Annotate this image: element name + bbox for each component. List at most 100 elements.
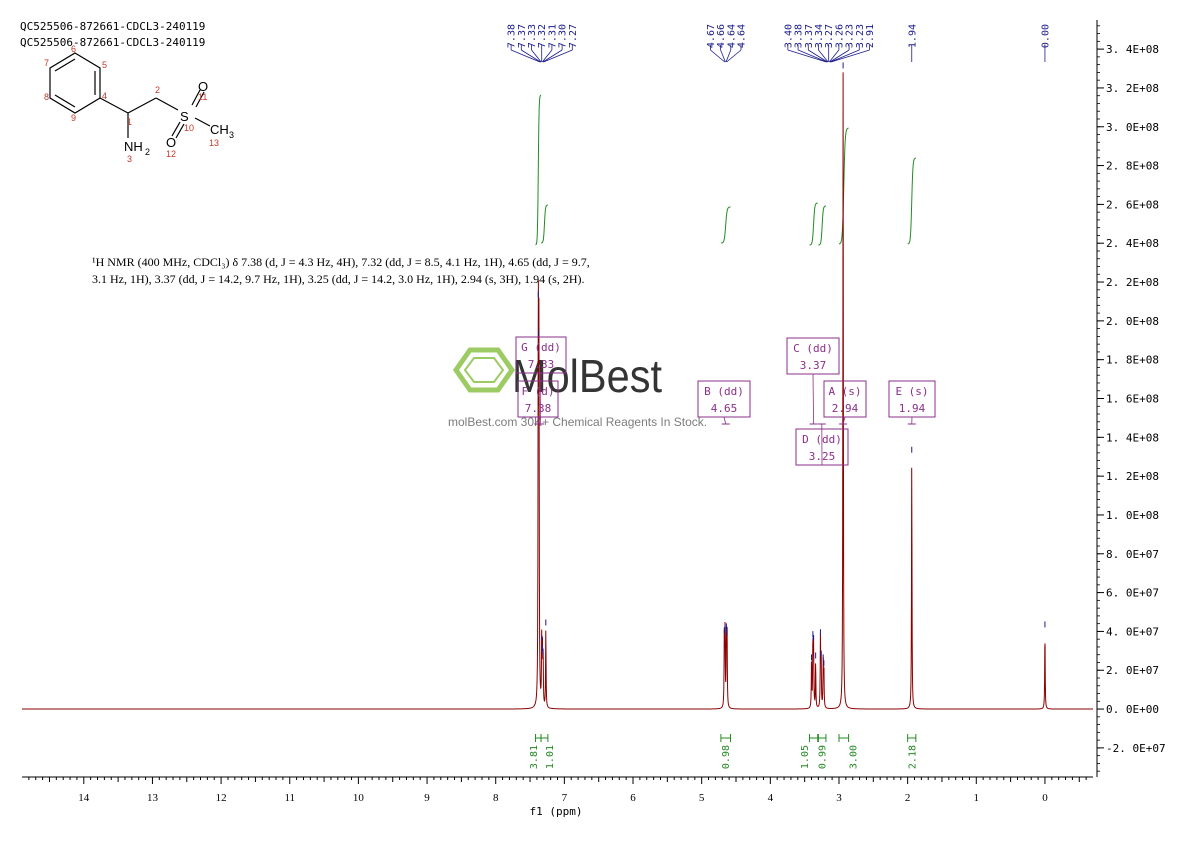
x-tick-label: 6	[630, 792, 636, 804]
peak-label: 4.66	[716, 24, 727, 48]
y-tick-label: 1. 6E+08	[1106, 393, 1159, 406]
peak-label: 7.27	[568, 24, 579, 48]
peak-label-connector	[830, 49, 870, 63]
nmr-description-line-1: ¹H NMR (400 MHz, CDCl₃) δ 7.38 (d, J = 4…	[92, 255, 590, 269]
y-tick-label: 1. 8E+08	[1106, 354, 1159, 367]
atom-labels: S O O CH 3 NH 2	[124, 79, 234, 157]
multiplet-value: 3.37	[800, 359, 827, 372]
atom-number-13: 13	[209, 138, 219, 148]
logo-hexagon-icon	[452, 347, 516, 393]
multiplet-name: A (s)	[828, 385, 861, 398]
x-tick-label: 1	[974, 792, 980, 804]
multiplet-name: C (dd)	[793, 342, 833, 355]
peak-label-connector	[828, 49, 840, 63]
peak-label: 3.26	[834, 24, 845, 48]
multiplet-value: 1.94	[899, 402, 926, 415]
x-tick-label: 7	[562, 792, 568, 804]
integral-value: 2.18	[907, 745, 918, 769]
peak-label: 3.40	[783, 24, 794, 48]
peak-label-connector	[787, 49, 827, 63]
peak-label-connector	[830, 49, 860, 63]
peak-label: 7.38	[507, 24, 518, 48]
x-tick-label: 8	[493, 792, 499, 804]
x-axis-label: f1 (ppm)	[530, 805, 583, 818]
multiplet-name: E (s)	[895, 385, 928, 398]
atom-number-6: 6	[71, 44, 76, 54]
x-tick-label: 2	[905, 792, 911, 804]
y-tick-label: 2. 6E+08	[1106, 198, 1159, 211]
peak-label: 3.27	[824, 24, 835, 48]
y-tick-label: 2. 4E+08	[1106, 237, 1159, 250]
integral-value: 0.99	[818, 745, 829, 769]
axes: 14 13 12 11 10 9 8 7 6 5 4 3 2 1 0f1 (ppm)-2. 0E+070. …	[22, 20, 1166, 818]
y-tick-label: 3. 2E+08	[1106, 82, 1159, 95]
atom-number-5: 5	[102, 60, 107, 70]
peak-label-connector	[521, 49, 541, 63]
integral-curve	[907, 157, 916, 245]
x-tick-label: 3	[836, 792, 842, 804]
methyl-label: CH	[210, 122, 229, 137]
peak-label-connector	[818, 49, 829, 63]
peak-label-connector	[725, 49, 732, 63]
integral-curve	[818, 205, 826, 246]
atom-number-8: 8	[44, 92, 49, 102]
integral-curves: 3.81 1.01 0.98 1.05 0.99 3.00 2.18	[529, 94, 918, 769]
y-tick-label: 2. 0E+08	[1106, 315, 1159, 328]
spectrum-line	[22, 72, 1093, 710]
peak-label: 4.67	[706, 24, 717, 48]
y-tick-label: 2. 8E+08	[1106, 160, 1159, 173]
spectrum-title-line-1: QC525506-872661-CDCL3-240119	[20, 20, 205, 33]
multiplet-value: 2.94	[832, 402, 859, 415]
y-tick-label: 6. 0E+07	[1106, 587, 1159, 600]
peak-label-connector	[720, 49, 726, 63]
multiplet-value: 7.33	[528, 358, 555, 371]
atom-number-7: 7	[44, 58, 49, 68]
atom-number-9: 9	[71, 113, 76, 123]
oxygen-bottom-label: O	[166, 135, 176, 150]
x-tick-label: 9	[424, 792, 430, 804]
peak-label: 3.37	[804, 24, 815, 48]
y-tick-label: 3. 0E+08	[1106, 121, 1159, 134]
amine-label: NH	[124, 139, 143, 154]
y-tick-label: 4. 0E+07	[1106, 625, 1159, 638]
peak-label: 7.32	[537, 24, 548, 48]
multiplet-value: 4.65	[711, 402, 738, 415]
peak-label: 2.91	[865, 24, 876, 48]
x-tick-label: 10	[353, 792, 365, 804]
peak-label: 0.00	[1040, 24, 1051, 48]
peak-label-connector	[542, 49, 563, 63]
integral-value: 3.00	[848, 745, 859, 769]
integral-value: 1.01	[545, 745, 556, 769]
nmr-description-line-2: 3.1 Hz, 1H), 3.37 (dd, J = 14.2, 9.7 Hz,…	[92, 272, 585, 286]
benzene-ring	[49, 52, 101, 114]
peak-label-connector	[710, 49, 726, 63]
integral-value: 1.05	[800, 745, 811, 769]
logo-inner-hexagon-icon	[463, 357, 505, 383]
peak-label-connector	[829, 49, 850, 63]
multiplet-name: B (dd)	[704, 385, 744, 398]
x-tick-label: 5	[699, 792, 705, 804]
peak-label-connector	[726, 49, 742, 63]
methyl-subscript: 3	[229, 130, 234, 140]
y-tick-label: 1. 4E+08	[1106, 431, 1159, 444]
y-tick-label: 2. 0E+07	[1106, 664, 1159, 677]
molecule-structure	[49, 52, 211, 139]
sulfur-label: S	[180, 109, 189, 124]
x-tick-label: 0	[1042, 792, 1048, 804]
peak-label: 3.38	[794, 24, 805, 48]
y-tick-label: 1. 2E+08	[1106, 470, 1159, 483]
multiplet-boxes: G (dd) 7.33 F (d) 7.38 B (dd) 4.65 C (dd) 3.37A…	[515, 336, 936, 466]
atom-number-3: 3	[127, 154, 132, 164]
x-tick-label: 14	[78, 792, 90, 804]
atom-number-11: 11	[198, 92, 207, 102]
integral-curve	[540, 204, 548, 244]
multiplet-name: F (d)	[521, 385, 554, 398]
atom-number-1: 1	[127, 117, 132, 127]
peak-label-connector	[797, 49, 828, 63]
peak-label-group: 7.38 7.37 7.33 7.32 7.31 7.30 7.27 4.67 4.66 4.64…	[507, 24, 1051, 63]
peak-label-connector	[541, 49, 553, 63]
peak-label: 3.23	[855, 24, 866, 48]
peak-label: 7.30	[558, 24, 569, 48]
y-tick-label: 3. 4E+08	[1106, 43, 1159, 56]
